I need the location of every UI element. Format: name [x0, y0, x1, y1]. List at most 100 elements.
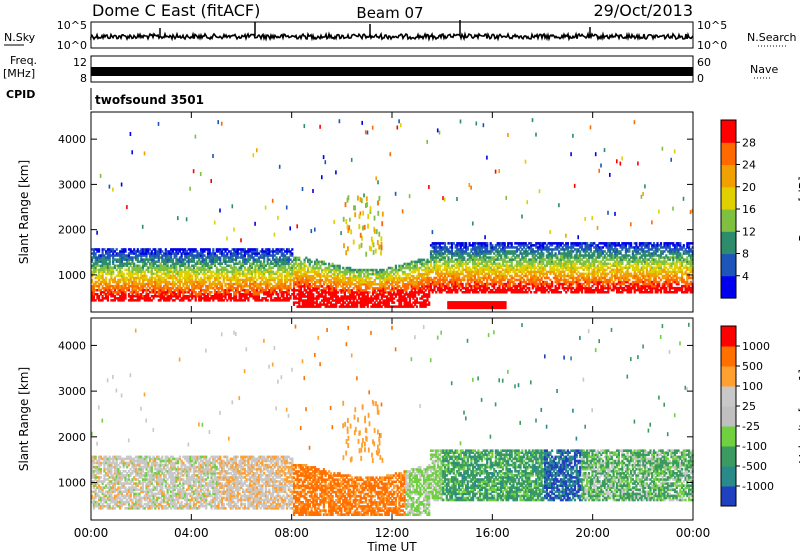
range-cell: [454, 276, 457, 280]
range-cell: [461, 282, 464, 286]
range-cell: [515, 284, 519, 288]
range-cell: [219, 264, 222, 267]
range-cell: [357, 297, 361, 300]
range-cell: [403, 303, 406, 306]
range-cell: [382, 268, 385, 272]
range-cell: [329, 285, 332, 288]
range-cell: [370, 295, 373, 298]
range-cell: [105, 278, 108, 282]
range-cell: [535, 254, 538, 257]
range-cell: [171, 276, 174, 280]
range-cell: [189, 280, 192, 284]
freq-label-2: [MHz]: [3, 67, 35, 80]
range-cell: [178, 299, 181, 302]
range-cell: [299, 297, 303, 300]
range-cell: [212, 282, 215, 286]
range-cell: [103, 270, 106, 274]
range-cell: [247, 252, 250, 255]
range-cell: [422, 293, 426, 296]
range-cell: [268, 254, 271, 257]
range-cell: [343, 272, 346, 276]
range-cell: [226, 256, 229, 259]
range-cell: [507, 266, 510, 269]
range-cell: [487, 268, 490, 272]
range-cell: [298, 281, 301, 284]
range-cell: [242, 280, 245, 284]
range-cell: [407, 295, 410, 298]
range-cell: [189, 272, 192, 276]
range-cell: [396, 283, 399, 286]
range-cell: [428, 295, 431, 298]
range-cell: [480, 248, 483, 251]
range-cell: [329, 270, 332, 274]
range-cell: [296, 276, 299, 280]
range-cell: [161, 250, 164, 253]
range-cell: [224, 291, 227, 294]
range-cell: [140, 282, 143, 286]
range-cell: [208, 293, 211, 296]
range-cell: [224, 297, 227, 300]
range-cell: [326, 299, 329, 302]
range-cell: [530, 276, 533, 280]
range-cell: [220, 254, 224, 257]
range-cell: [380, 268, 383, 272]
range-cell: [426, 279, 429, 282]
scatter-cell: [459, 119, 462, 124]
range-cell: [261, 278, 264, 282]
range-cell: [333, 305, 336, 308]
range-cell: [352, 287, 355, 290]
range-cell: [503, 258, 506, 261]
range-cell: [354, 301, 357, 304]
range-cell: [524, 284, 527, 288]
range-cell: [549, 252, 552, 255]
range-cell: [350, 276, 354, 280]
range-cell: [184, 252, 187, 255]
range-cell: [356, 274, 359, 278]
range-cell: [270, 260, 273, 263]
range-cell: [505, 266, 508, 269]
range-cell: [335, 281, 338, 284]
range-cell: [433, 252, 436, 255]
range-cell: [185, 286, 188, 290]
range-cell: [530, 258, 533, 261]
range-cell: [178, 266, 181, 269]
range-cell: [384, 287, 387, 290]
range-cell: [156, 286, 159, 290]
range-cell: [282, 248, 285, 251]
range-cell: [96, 276, 99, 280]
range-cell: [268, 280, 271, 284]
range-cell: [164, 284, 167, 288]
range-cell: [208, 278, 211, 282]
range-cell: [528, 278, 531, 282]
range-cell: [535, 280, 538, 284]
range-cell: [278, 258, 282, 261]
range-cell: [470, 248, 473, 251]
range-cell: [178, 268, 181, 272]
scatter-cell: [338, 119, 341, 124]
range-cell: [117, 270, 120, 274]
range-cell: [233, 278, 236, 282]
range-cell: [112, 278, 115, 282]
range-cell: [312, 297, 315, 300]
range-cell: [303, 285, 306, 288]
range-cell: [496, 268, 499, 272]
range-cell: [305, 289, 308, 292]
range-cell: [199, 278, 203, 282]
range-cell: [119, 256, 122, 259]
range-cell: [226, 264, 229, 267]
range-cell: [217, 286, 220, 290]
range-cell: [254, 252, 257, 255]
range-cell: [133, 284, 136, 288]
range-cell: [405, 272, 408, 276]
range-cell: [143, 299, 146, 302]
range-cell: [280, 252, 283, 255]
range-cell: [159, 250, 162, 253]
range-cell: [414, 264, 417, 268]
range-cell: [363, 289, 366, 292]
range-cell: [243, 250, 246, 253]
range-cell: [247, 276, 250, 280]
range-cell: [301, 293, 304, 296]
range-cell: [315, 272, 318, 276]
range-cell: [292, 295, 296, 298]
range-cell: [328, 281, 331, 284]
